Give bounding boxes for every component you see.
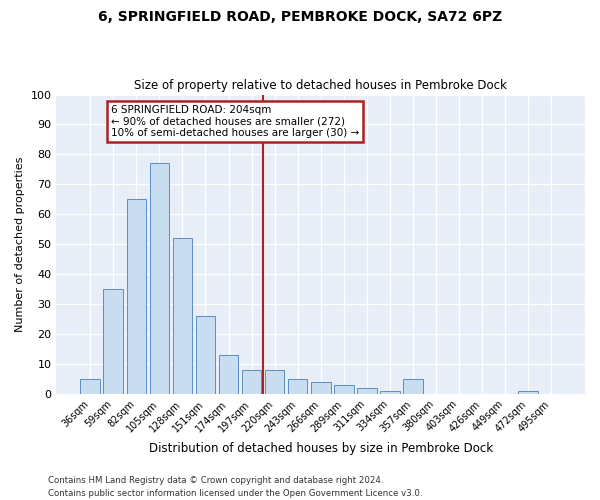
Bar	[242, 370, 262, 394]
Y-axis label: Number of detached properties: Number of detached properties	[15, 156, 25, 332]
Bar	[403, 379, 422, 394]
Title: Size of property relative to detached houses in Pembroke Dock: Size of property relative to detached ho…	[134, 79, 507, 92]
Bar	[80, 379, 100, 394]
Bar	[196, 316, 215, 394]
Bar	[288, 379, 307, 394]
Bar	[334, 385, 353, 394]
Bar	[357, 388, 377, 394]
Text: 6, SPRINGFIELD ROAD, PEMBROKE DOCK, SA72 6PZ: 6, SPRINGFIELD ROAD, PEMBROKE DOCK, SA72…	[98, 10, 502, 24]
Bar	[173, 238, 192, 394]
Bar	[265, 370, 284, 394]
Bar	[149, 164, 169, 394]
Bar	[311, 382, 331, 394]
Bar	[219, 355, 238, 394]
Text: Contains HM Land Registry data © Crown copyright and database right 2024.
Contai: Contains HM Land Registry data © Crown c…	[48, 476, 422, 498]
Bar	[127, 200, 146, 394]
Bar	[380, 391, 400, 394]
Bar	[518, 391, 538, 394]
Text: 6 SPRINGFIELD ROAD: 204sqm
← 90% of detached houses are smaller (272)
10% of sem: 6 SPRINGFIELD ROAD: 204sqm ← 90% of deta…	[111, 105, 359, 138]
X-axis label: Distribution of detached houses by size in Pembroke Dock: Distribution of detached houses by size …	[149, 442, 493, 455]
Bar	[103, 289, 123, 394]
